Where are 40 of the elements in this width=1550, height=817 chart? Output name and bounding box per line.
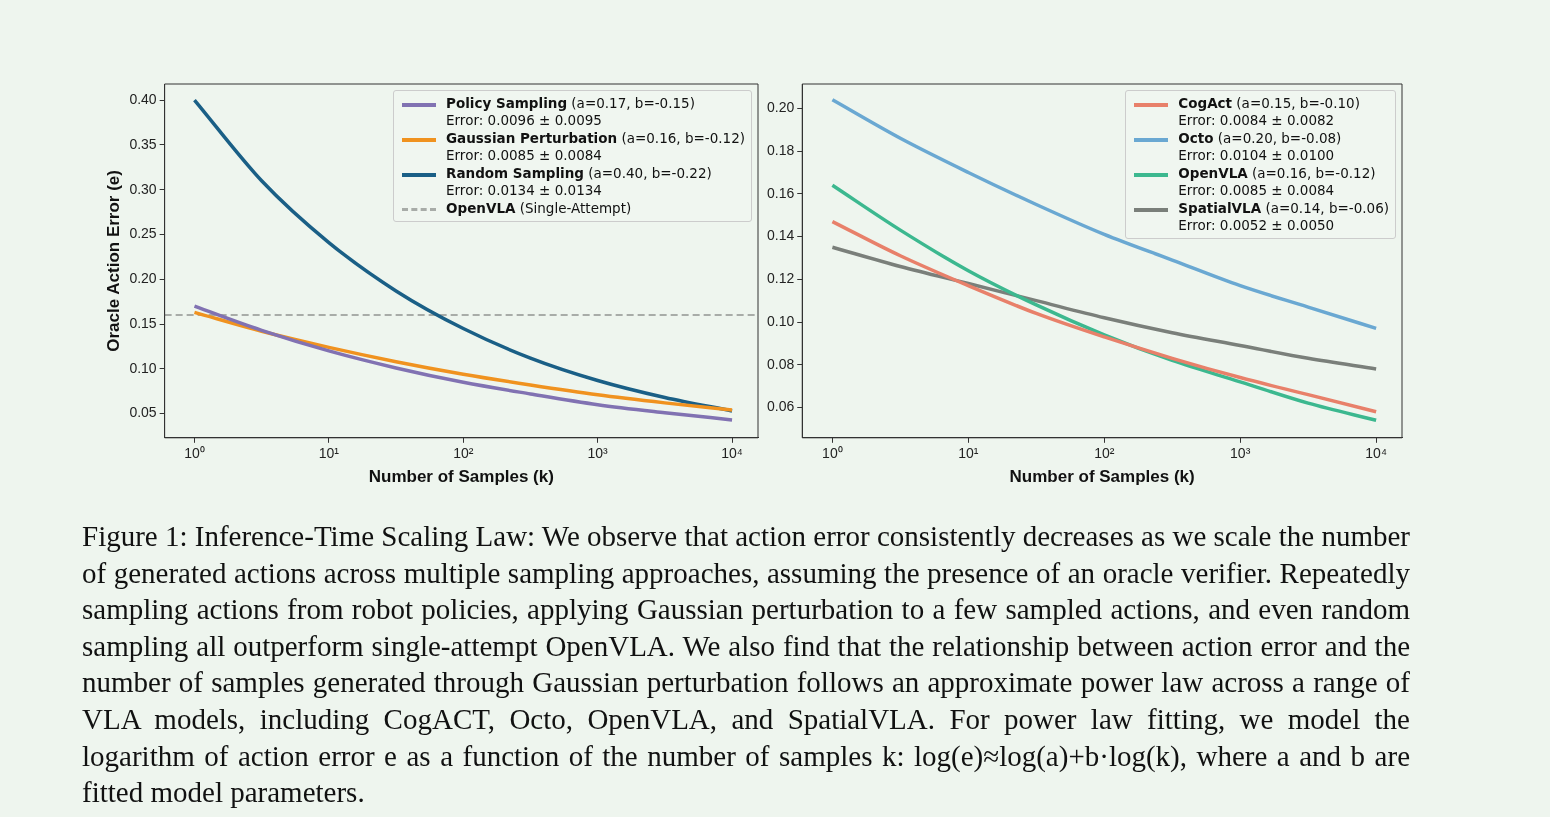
y-tick-label: 0.30: [129, 180, 157, 197]
y-tick-label: 0.20: [129, 270, 157, 287]
x-axis-title: Number of Samples (k): [1009, 467, 1195, 487]
legend-label: Random Sampling (a=0.40, b=-0.22) Error: 0.0134 ± 0.0134: [446, 165, 712, 199]
y-tick-label: 0.40: [129, 90, 157, 107]
legend-label: Octo (a=0.20, b=-0.08) Error: 0.0104 ± 0.0100: [1178, 130, 1342, 164]
y-tick-label: 0.12: [767, 270, 795, 287]
y-tick-label: 0.08: [767, 355, 795, 372]
y-tick-label: 0.16: [767, 184, 795, 201]
y-tick-label: 0.18: [767, 141, 795, 158]
legend-label: OpenVLA (a=0.16, b=-0.12) Error: 0.0085 ± 0.0084: [1178, 165, 1376, 199]
y-tick-label: 0.10: [129, 359, 157, 376]
x-axis-title: Number of Samples (k): [368, 467, 554, 487]
text: Gaussian Perturbation (a=0.16, b=-0.12) Error: 0.0085 ± 0.0084: [446, 130, 745, 163]
x-tick-label: 10⁴: [1365, 445, 1387, 462]
y-tick-label: 0.10: [767, 312, 795, 329]
x-tick-label: 10⁰: [184, 445, 205, 462]
x-tick-label: 10¹: [958, 445, 979, 462]
legend-label: SpatialVLA (a=0.14, b=-0.06) Error: 0.0052 ± 0.0050: [1178, 200, 1389, 234]
x-tick-label: 10³: [1230, 445, 1251, 462]
y-axis-title: Oracle Action Error (e): [103, 170, 123, 352]
line-series: [830, 219, 1378, 414]
y-tick-label: 0.06: [767, 398, 795, 415]
caption: Figure 1: Inference-Time Scaling Law: We observe that action error consistently decreases as we scale the number of generated actions across multiple sampling approaches, assuming the presence of an oracle verifier. Repeatedly sampling actions from robot policies, applying Gaussian perturbation to a few sampled actions, and even random sampling all outperform single-attempt OpenVLA. We also find that the relationship between action error and the number of samples generated through Gaussian perturbation follows an approximate power law across a range of VLA models, including CogACT, Octo, OpenVLA, and SpatialVLA. For power law fitting, we model the logarithm of action error e as a function of the number of samples k: log(e)≈log(a)+b·log(k), where a and b are fitted model parameters.: [82, 519, 1410, 811]
x-tick-label: 10²: [1094, 445, 1115, 462]
legend-label: OpenVLA (Single-Attempt): [446, 200, 632, 217]
y-tick-label: 0.15: [129, 314, 157, 331]
y-tick-label: 0.14: [767, 227, 795, 244]
y-tick-label: 0.20: [767, 99, 795, 116]
legend-label: Policy Sampling (a=0.17, b=-0.15) Error: 0.0096 ± 0.0095: [446, 95, 695, 129]
x-tick-label: 10¹: [318, 445, 340, 462]
y-tick-label: 0.05: [129, 404, 157, 421]
y-tick-label: 0.25: [129, 225, 157, 242]
line-series: [830, 245, 1378, 371]
legend-label: CogAct (a=0.15, b=-0.10) Error: 0.0084 ± 0.0082: [1178, 95, 1360, 129]
x-tick-label: 10⁴: [721, 445, 743, 462]
x-tick-label: 10⁰: [822, 445, 843, 462]
x-tick-label: 10³: [587, 445, 609, 462]
x-tick-label: 10²: [453, 445, 474, 462]
y-tick-label: 0.35: [129, 135, 157, 152]
